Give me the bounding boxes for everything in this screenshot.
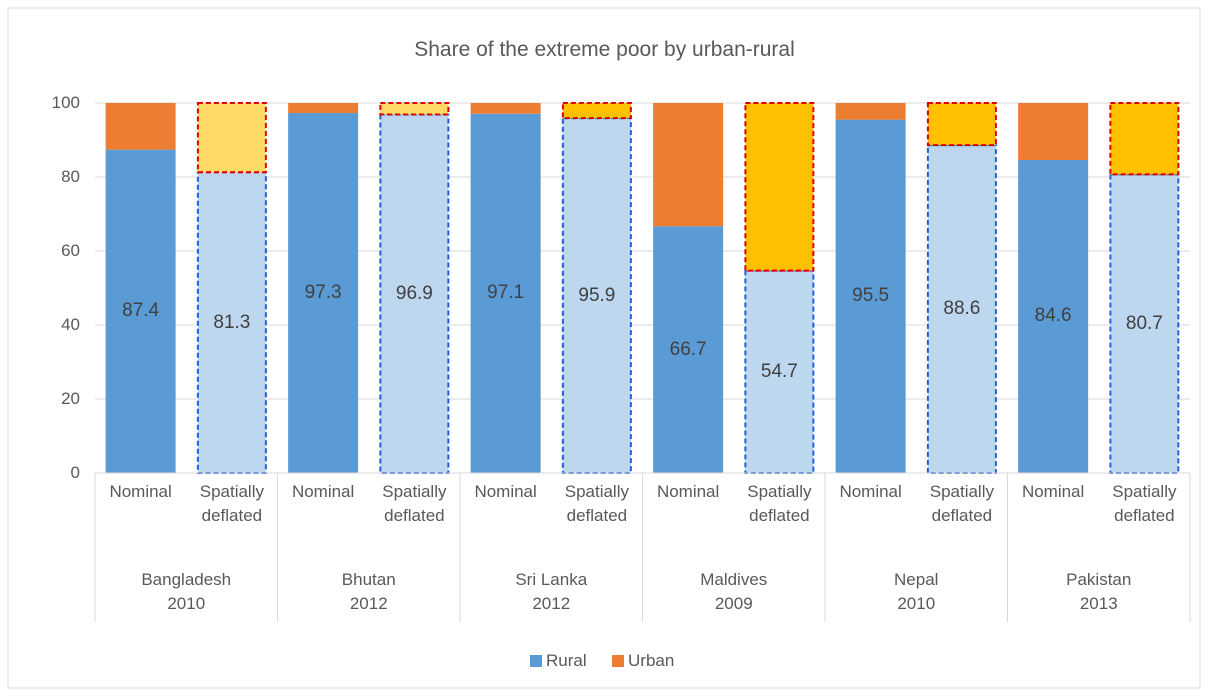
data-label: 95.9	[578, 284, 616, 306]
y-tick-label: 60	[61, 241, 80, 260]
bar-segment	[379, 113, 450, 474]
x-tick-label: Spatially deflated	[199, 482, 264, 525]
bar-segment	[105, 149, 176, 473]
data-label: 54.7	[760, 360, 798, 382]
x-tick-label: Nominal	[839, 482, 902, 501]
data-label: 97.3	[304, 281, 342, 303]
x-tick-label: Nominal	[474, 482, 537, 501]
bar-segment	[1018, 103, 1089, 160]
y-tick-label: 0	[70, 463, 80, 482]
data-label: 95.5	[852, 285, 890, 307]
x-tick-label: Spatially deflated	[747, 482, 812, 525]
x-tick-label: Spatially deflated	[564, 482, 629, 525]
legend-swatch	[612, 655, 624, 667]
bar-segment	[561, 117, 632, 474]
data-label: 96.9	[395, 282, 433, 304]
group-label: Sri Lanka 2012	[515, 570, 588, 613]
x-tick-label: Nominal	[109, 482, 172, 501]
group-label: Pakistan 2013	[1066, 570, 1132, 613]
x-tick-label: Spatially deflated	[1112, 482, 1177, 525]
legend-label: Urban	[628, 651, 675, 670]
bar-segment	[653, 226, 724, 473]
group-label: Bhutan 2012	[341, 570, 396, 613]
bar-segment	[835, 119, 906, 474]
legend-label: Rural	[546, 651, 587, 670]
bar-segment	[744, 269, 815, 474]
data-label: 81.3	[213, 311, 251, 333]
x-tick-label: Nominal	[1021, 482, 1085, 501]
data-label: 88.6	[943, 298, 981, 320]
bar-segment	[196, 102, 267, 174]
bar-segment	[835, 103, 906, 120]
y-tick-label: 40	[61, 315, 80, 334]
y-tick-label: 80	[61, 167, 80, 186]
x-tick-label: Spatially deflated	[929, 482, 994, 525]
bar-segment	[653, 103, 724, 227]
x-tick-label: Nominal	[291, 482, 355, 501]
group-label: Maldives 2009	[700, 570, 768, 613]
group-label: Nepal 2010	[894, 570, 939, 613]
y-tick-label: 20	[61, 389, 80, 408]
bar-segment	[288, 103, 359, 113]
legend-swatch	[530, 655, 542, 667]
data-label: 87.4	[122, 300, 160, 322]
bar-segment	[470, 103, 541, 114]
data-label: 66.7	[669, 338, 707, 360]
bar-segment	[1018, 159, 1089, 474]
bar-segment	[105, 103, 176, 150]
bar-segment	[288, 112, 359, 474]
bar-segment	[926, 102, 997, 147]
y-tick-label: 100	[51, 93, 80, 112]
data-label: 80.7	[1125, 312, 1163, 334]
bar-segment	[744, 102, 815, 272]
bar-segment	[1109, 102, 1180, 176]
chart-title: Share of the extreme poor by urban-rural	[414, 38, 795, 61]
bar-segment	[470, 113, 541, 473]
bar-segment	[379, 102, 450, 116]
bar-segment	[561, 102, 632, 120]
bar-segment	[1109, 173, 1180, 474]
data-label: 97.1	[487, 282, 525, 304]
group-label: Bangladesh 2010	[141, 570, 232, 613]
data-label: 84.6	[1034, 305, 1072, 327]
x-tick-label: Spatially deflated	[382, 482, 447, 525]
x-tick-label: Nominal	[656, 482, 720, 501]
